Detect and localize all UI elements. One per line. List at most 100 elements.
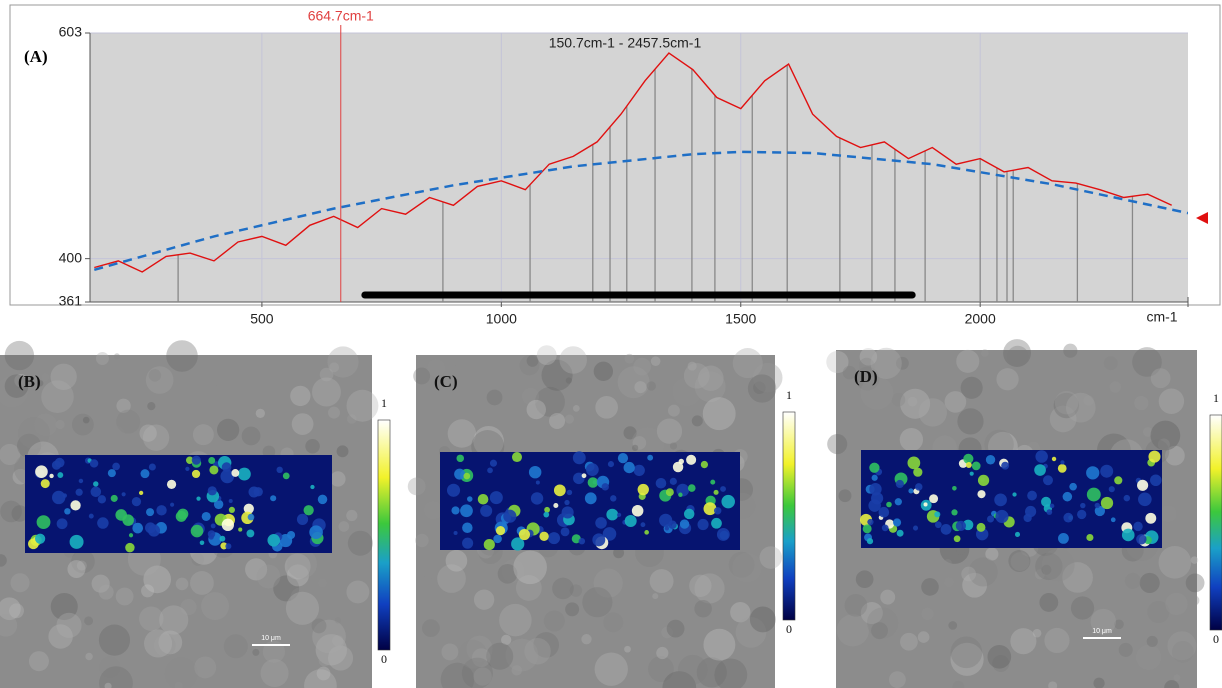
micrograph-texture (667, 404, 680, 417)
raman-map-spot (140, 469, 150, 479)
raman-map-spot (483, 539, 495, 551)
micrograph-texture (895, 356, 909, 370)
raman-map-spot (1086, 533, 1094, 542)
micrograph-texture (735, 617, 767, 648)
micrograph-texture (694, 371, 726, 403)
raman-map-spot (75, 488, 83, 496)
raman-map-spot (678, 492, 683, 497)
micrograph-texture (613, 547, 625, 559)
micrograph-texture (223, 634, 248, 659)
raman-map-spot (868, 499, 881, 512)
raman-map-spot (697, 518, 709, 531)
micrograph-texture (662, 671, 697, 688)
raman-map-spot (1100, 464, 1114, 478)
micrograph-texture (0, 554, 7, 567)
micrograph-texture (18, 417, 50, 449)
micrograph-texture (501, 634, 512, 646)
raman-map-spot (247, 513, 255, 521)
micrograph-texture (980, 349, 989, 357)
micrograph-texture (423, 501, 443, 520)
micrograph-texture (747, 374, 777, 403)
raman-map-spot (1012, 492, 1017, 497)
raman-map-spot (640, 522, 646, 528)
micrograph-texture (536, 345, 557, 365)
micrograph-texture (1165, 445, 1185, 466)
raman-map-spot (279, 533, 293, 548)
raman-map-spot (1062, 491, 1073, 502)
micrograph-texture (158, 630, 183, 655)
micrograph-texture (691, 415, 703, 427)
micrograph-texture (1164, 680, 1180, 688)
micrograph-texture (164, 657, 198, 688)
micrograph-texture (687, 361, 697, 371)
micrograph-texture (159, 605, 189, 635)
micrograph-texture (836, 614, 869, 647)
raman-map-spot (54, 457, 65, 468)
raman-map-spot (231, 469, 240, 477)
colorbar-min: 0 (381, 652, 387, 666)
micrograph-texture (252, 648, 260, 656)
scale-bar-label: 10 μm (1092, 628, 1112, 635)
micrograph-texture (273, 575, 300, 602)
micrograph-texture (1044, 627, 1070, 654)
raman-map-spot (952, 485, 957, 491)
raman-map-spot (191, 469, 201, 479)
raman-map-spot (720, 486, 726, 492)
raman-map-spot (644, 530, 649, 535)
colorbar-max: 1 (786, 388, 792, 402)
raman-map-spot (208, 534, 214, 540)
micrograph-texture (565, 602, 580, 617)
micrograph-texture (866, 607, 899, 639)
micrograph-texture (318, 655, 331, 667)
raman-map-spot (1069, 482, 1077, 491)
raman-map-spot (912, 525, 919, 531)
micrograph-texture (245, 558, 268, 581)
raman-map-spot (1077, 509, 1087, 520)
micrograph-texture (437, 564, 466, 593)
micrograph-texture (535, 386, 565, 417)
raman-map-spot (578, 537, 586, 545)
raman-map-spot (607, 461, 615, 468)
micrograph-texture (50, 363, 77, 390)
micrograph-texture (689, 574, 712, 597)
micrograph-texture (317, 578, 328, 588)
micrograph-texture (696, 657, 727, 688)
micrograph-texture (217, 418, 240, 442)
raman-map-spot (489, 491, 503, 505)
micrograph-texture (76, 560, 87, 571)
micrograph-texture (1171, 640, 1194, 663)
range-label: 150.7cm-1 - 2457.5cm-1 (549, 35, 702, 51)
micrograph-texture (336, 445, 349, 458)
micrograph-texture (855, 570, 874, 589)
scale-bar-label: 10 μm (261, 635, 281, 642)
micrograph-texture (55, 419, 65, 430)
raman-map-spot (70, 500, 81, 511)
micrograph-texture (956, 349, 980, 373)
micrograph-texture (1010, 552, 1030, 572)
micrograph-texture (290, 385, 311, 407)
raman-map-spot (986, 515, 995, 523)
raman-map-spot (655, 477, 667, 489)
micrograph-texture (1132, 347, 1162, 377)
micrograph-texture (634, 381, 647, 394)
raman-map-spot (1148, 450, 1161, 463)
raman-map-spot (647, 454, 654, 461)
raman-map-spot (659, 513, 673, 527)
raman-map-spot (1138, 492, 1152, 507)
micrograph-texture (650, 356, 661, 366)
micrograph-texture (1010, 628, 1037, 655)
raman-map-spot (894, 498, 902, 506)
raman-map-spot (585, 463, 599, 476)
micrograph-texture (84, 616, 94, 626)
raman-map-spot (477, 493, 489, 505)
raman-map-spot (1133, 521, 1143, 532)
micrograph-texture (284, 553, 311, 580)
raman-map-spot (1058, 532, 1069, 544)
raman-map-spot (711, 517, 722, 529)
raman-map-spot (310, 484, 315, 490)
raman-map-spot (64, 508, 71, 515)
micrograph-texture (950, 642, 984, 676)
raman-map-spot (88, 513, 94, 519)
colorbar-max: 1 (1213, 391, 1219, 405)
micrograph-texture (694, 599, 712, 618)
